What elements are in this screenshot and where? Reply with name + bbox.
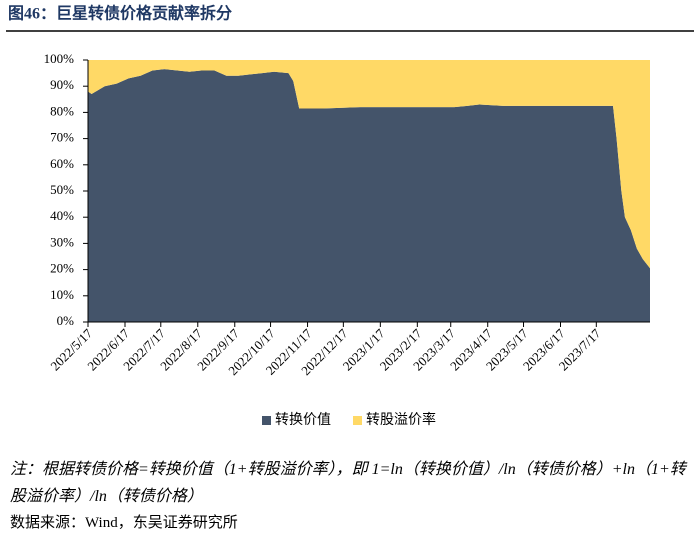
- source: 数据来源：Wind，东吴证券研究所: [10, 515, 238, 531]
- legend-label: 转股溢价率: [366, 411, 436, 428]
- y-tick-label: 50%: [50, 182, 74, 197]
- y-tick-label: 10%: [50, 287, 74, 302]
- y-tick-label: 40%: [50, 208, 74, 223]
- y-tick-label: 0%: [57, 313, 75, 328]
- y-tick-label: 30%: [50, 234, 74, 249]
- area: [88, 60, 650, 269]
- legend-swatch: [353, 416, 362, 425]
- y-tick-label: 60%: [50, 156, 74, 171]
- legend-swatch: [262, 416, 271, 425]
- y-tick-label: 100%: [44, 51, 75, 66]
- y-tick-label: 70%: [50, 130, 74, 145]
- y-tick-label: 80%: [50, 103, 74, 118]
- area: [88, 69, 650, 322]
- chart-title: 图46：巨星转债价格贡献率拆分: [8, 4, 232, 23]
- legend-label: 转换价值: [275, 411, 331, 428]
- y-tick-label: 20%: [50, 261, 74, 276]
- y-tick-label: 90%: [50, 77, 74, 92]
- note: 注：根据转债价格=转换价值（1+转股溢价率），即 1=ln（转换价值）/ln（转…: [10, 461, 686, 505]
